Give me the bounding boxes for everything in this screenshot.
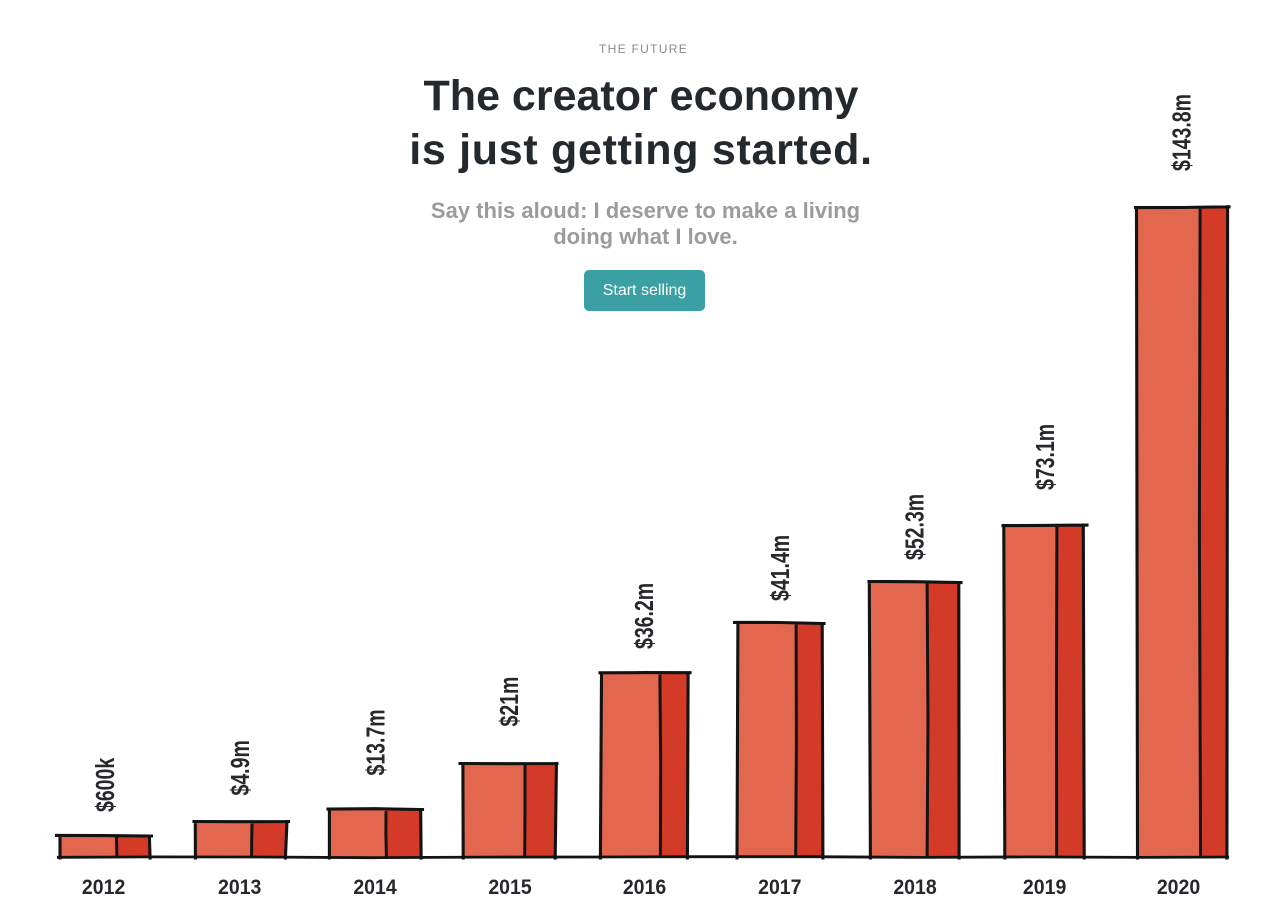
svg-text:2020: 2020 <box>1157 875 1200 899</box>
svg-text:2018: 2018 <box>893 875 936 899</box>
svg-text:2012: 2012 <box>82 875 125 899</box>
svg-text:$41.4m: $41.4m <box>765 535 794 601</box>
svg-text:$143.8m: $143.8m <box>1167 94 1196 171</box>
svg-text:$21m: $21m <box>494 677 523 727</box>
svg-text:2015: 2015 <box>488 875 531 899</box>
svg-text:2016: 2016 <box>623 875 666 899</box>
svg-text:2013: 2013 <box>218 875 261 899</box>
svg-text:2019: 2019 <box>1023 875 1066 899</box>
svg-text:$600k: $600k <box>90 758 119 812</box>
svg-text:2014: 2014 <box>353 875 397 899</box>
svg-text:$4.9m: $4.9m <box>226 740 255 795</box>
svg-text:$52.3m: $52.3m <box>900 494 929 560</box>
svg-text:2017: 2017 <box>758 875 801 899</box>
svg-text:$13.7m: $13.7m <box>361 709 390 775</box>
svg-text:$73.1m: $73.1m <box>1030 424 1059 490</box>
svg-text:$36.2m: $36.2m <box>629 583 658 649</box>
